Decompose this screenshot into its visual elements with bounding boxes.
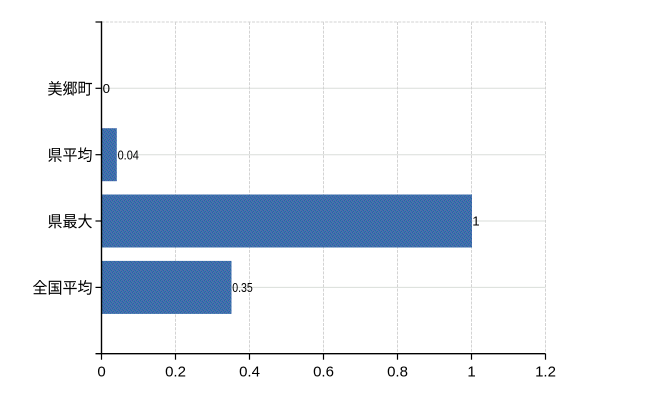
svg-text:0: 0 <box>103 81 110 96</box>
svg-text:0: 0 <box>97 363 105 380</box>
svg-text:0.8: 0.8 <box>387 363 408 380</box>
svg-text:1: 1 <box>472 214 479 229</box>
svg-text:0.6: 0.6 <box>313 363 334 380</box>
svg-text:1: 1 <box>467 363 475 380</box>
svg-text:1.2: 1.2 <box>535 363 556 380</box>
svg-text:0.35: 0.35 <box>232 280 253 295</box>
svg-text:0.2: 0.2 <box>165 363 186 380</box>
svg-text:0.4: 0.4 <box>239 363 260 380</box>
svg-text:0.04: 0.04 <box>118 147 139 162</box>
